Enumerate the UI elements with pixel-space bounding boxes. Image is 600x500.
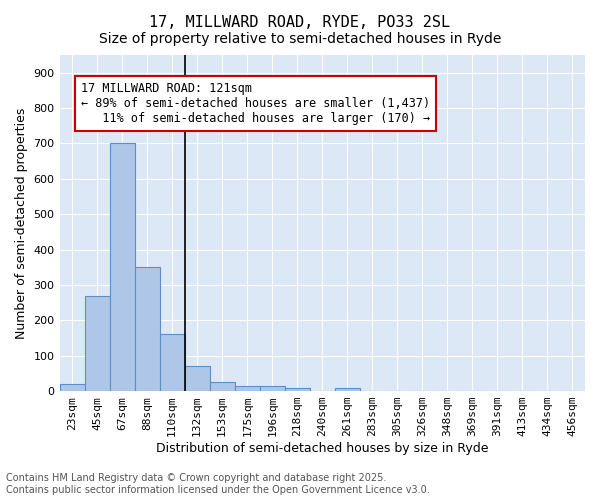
Text: Size of property relative to semi-detached houses in Ryde: Size of property relative to semi-detach… — [99, 32, 501, 46]
Bar — [285, 388, 310, 391]
Bar — [59, 384, 85, 391]
Bar — [209, 382, 235, 391]
Text: Contains HM Land Registry data © Crown copyright and database right 2025.
Contai: Contains HM Land Registry data © Crown c… — [6, 474, 430, 495]
Bar — [335, 388, 360, 391]
Text: 17 MILLWARD ROAD: 121sqm
← 89% of semi-detached houses are smaller (1,437)
   11: 17 MILLWARD ROAD: 121sqm ← 89% of semi-d… — [80, 82, 430, 125]
X-axis label: Distribution of semi-detached houses by size in Ryde: Distribution of semi-detached houses by … — [156, 442, 488, 455]
Y-axis label: Number of semi-detached properties: Number of semi-detached properties — [15, 108, 28, 338]
Bar — [235, 386, 260, 391]
Bar — [185, 366, 209, 391]
Bar — [85, 296, 110, 391]
Bar — [134, 268, 160, 391]
Text: 17, MILLWARD ROAD, RYDE, PO33 2SL: 17, MILLWARD ROAD, RYDE, PO33 2SL — [149, 15, 451, 30]
Bar — [260, 386, 285, 391]
Bar — [110, 144, 134, 391]
Bar — [160, 334, 185, 391]
